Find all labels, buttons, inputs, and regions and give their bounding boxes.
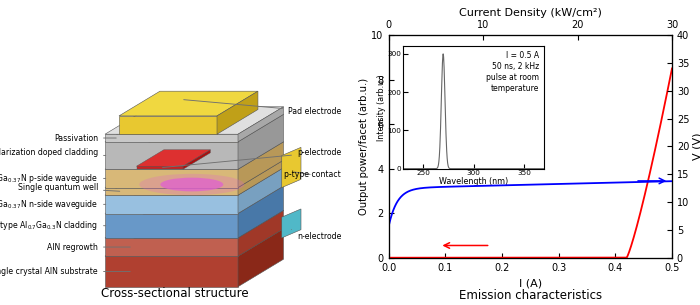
Polygon shape (183, 150, 210, 169)
Polygon shape (238, 210, 284, 256)
Polygon shape (105, 142, 238, 169)
Text: n-type Al$_{0.7}$Ga$_{0.3}$N cladding: n-type Al$_{0.7}$Ga$_{0.3}$N cladding (0, 219, 106, 232)
Ellipse shape (160, 178, 223, 192)
Text: p-type contact: p-type contact (284, 170, 342, 179)
Polygon shape (238, 160, 284, 195)
Polygon shape (238, 229, 284, 287)
Polygon shape (238, 186, 284, 238)
Polygon shape (105, 169, 238, 188)
Polygon shape (105, 168, 284, 195)
Text: Single crystal AlN substrate: Single crystal AlN substrate (0, 267, 130, 276)
Polygon shape (238, 168, 284, 213)
Polygon shape (281, 147, 301, 188)
Text: Cross-sectional structure: Cross-sectional structure (102, 287, 248, 300)
Polygon shape (238, 142, 284, 188)
Polygon shape (105, 160, 284, 188)
Polygon shape (105, 114, 284, 142)
Polygon shape (119, 91, 258, 116)
X-axis label: I (A): I (A) (519, 278, 542, 288)
Polygon shape (281, 209, 301, 238)
Polygon shape (105, 210, 284, 238)
Text: Passivation: Passivation (54, 134, 116, 142)
Text: Emission characteristics: Emission characteristics (458, 289, 602, 302)
Text: Al$_{0.63}$Ga$_{0.37}$N p-side waveguide: Al$_{0.63}$Ga$_{0.37}$N p-side waveguide (0, 172, 106, 185)
Polygon shape (217, 91, 258, 134)
Text: p-electrode: p-electrode (162, 148, 342, 167)
Polygon shape (136, 150, 210, 166)
Polygon shape (119, 116, 217, 134)
Y-axis label: V (V): V (V) (692, 133, 700, 160)
Polygon shape (105, 134, 238, 142)
Polygon shape (136, 166, 183, 169)
Polygon shape (105, 186, 284, 213)
Text: n-electrode: n-electrode (291, 230, 342, 241)
Polygon shape (105, 256, 238, 287)
Text: Single quantum well: Single quantum well (18, 183, 120, 192)
Text: AlN regrowth: AlN regrowth (47, 242, 130, 252)
Polygon shape (105, 142, 284, 169)
Polygon shape (238, 114, 284, 169)
Text: Al$_{0.63}$Ga$_{0.37}$N n-side waveguide: Al$_{0.63}$Ga$_{0.37}$N n-side waveguide (0, 198, 106, 211)
Polygon shape (105, 214, 238, 238)
Polygon shape (238, 107, 284, 142)
Polygon shape (105, 195, 238, 214)
Text: Pad electrode: Pad electrode (183, 100, 342, 116)
Polygon shape (105, 229, 284, 256)
Ellipse shape (139, 174, 244, 195)
X-axis label: Current Density (kW/cm²): Current Density (kW/cm²) (458, 8, 602, 18)
Polygon shape (105, 238, 238, 256)
Y-axis label: Output power/facet (arb.u.): Output power/facet (arb.u.) (358, 78, 369, 215)
Text: Distributed polarization doped cladding: Distributed polarization doped cladding (0, 148, 106, 157)
Polygon shape (105, 188, 238, 195)
Polygon shape (105, 107, 284, 134)
